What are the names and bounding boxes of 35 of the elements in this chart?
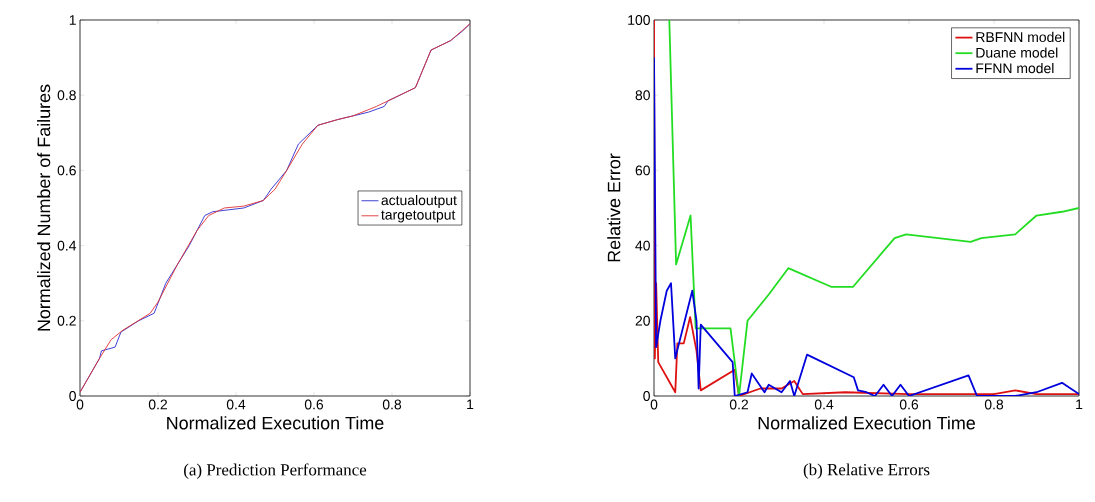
y-axis-title: Relative Error	[607, 153, 621, 262]
text: (a) Prediction Performance	[184, 463, 367, 479]
y-tick-label: 0.2	[57, 315, 76, 326]
legend-label: Duane model	[976, 47, 1058, 58]
x-tick-label: 0	[650, 399, 658, 410]
x-tick-label: 0.2	[729, 399, 749, 410]
y-tick-label: 100	[628, 15, 650, 25]
legend-label: FFNN model	[976, 62, 1054, 74]
y-tick-label: 80	[635, 90, 650, 101]
x-tick-label: 0.8	[382, 399, 402, 410]
x-tick-label: 0	[76, 399, 84, 410]
x-axis-title: Normalized Execution Time	[758, 416, 975, 430]
x-tick-label: 0.6	[304, 399, 324, 410]
y-tick-label: 1	[69, 15, 76, 25]
text: (b) Relative Errors	[803, 463, 930, 479]
y-tick-label: 0	[643, 391, 650, 401]
y-tick-label: 0.4	[57, 240, 77, 251]
x-tick-label: 0.2	[148, 399, 167, 410]
legend-label: actualoutput	[381, 194, 457, 208]
y-tick-label: 20	[635, 315, 650, 326]
y-tick-label: 0.6	[57, 165, 76, 176]
x-tick-label: 1	[1076, 399, 1083, 410]
y-axis-title: Normalized Number of Failures	[37, 84, 51, 331]
y-tick-label: 60	[635, 165, 650, 176]
x-tick-label: 0.6	[899, 399, 919, 410]
legend-label: targetoutput	[381, 210, 456, 223]
x-axis-title: Normalized Execution Time	[167, 416, 384, 430]
x-tick-label: 0.8	[984, 399, 1004, 410]
y-tick-label: 40	[635, 240, 650, 251]
x-tick-label: 1	[467, 399, 474, 410]
x-tick-label: 0.4	[814, 399, 834, 410]
y-tick-label: 0.8	[57, 90, 76, 101]
x-tick-label: 0.4	[226, 399, 246, 410]
legend-label: RBFNN model	[976, 31, 1065, 43]
y-tick-label: 0	[69, 391, 76, 401]
